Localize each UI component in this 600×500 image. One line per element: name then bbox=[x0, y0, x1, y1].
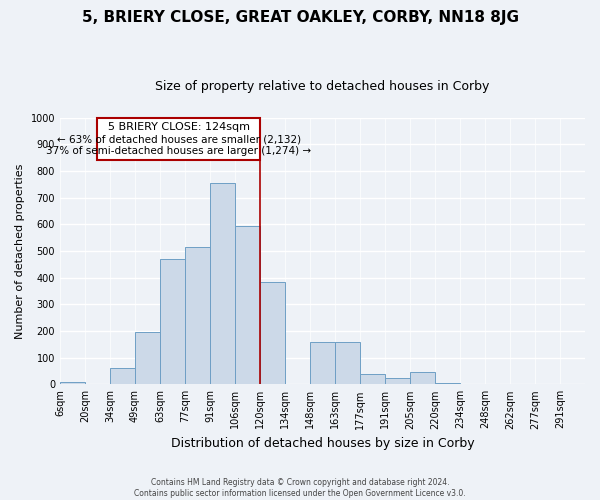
Bar bbox=[385, 378, 410, 384]
X-axis label: Distribution of detached houses by size in Corby: Distribution of detached houses by size … bbox=[170, 437, 474, 450]
Bar bbox=[260, 282, 285, 385]
Text: Contains HM Land Registry data © Crown copyright and database right 2024.
Contai: Contains HM Land Registry data © Crown c… bbox=[134, 478, 466, 498]
Y-axis label: Number of detached properties: Number of detached properties bbox=[15, 164, 25, 338]
Bar bbox=[110, 368, 135, 384]
Bar bbox=[235, 226, 260, 384]
Bar bbox=[310, 342, 335, 384]
Bar bbox=[135, 332, 160, 384]
Bar bbox=[160, 259, 185, 384]
Bar bbox=[335, 342, 360, 384]
Text: 5, BRIERY CLOSE, GREAT OAKLEY, CORBY, NN18 8JG: 5, BRIERY CLOSE, GREAT OAKLEY, CORBY, NN… bbox=[82, 10, 518, 25]
Text: 5 BRIERY CLOSE: 124sqm: 5 BRIERY CLOSE: 124sqm bbox=[107, 122, 250, 132]
Bar bbox=[435, 383, 460, 384]
Bar bbox=[210, 183, 235, 384]
Bar bbox=[60, 382, 85, 384]
FancyBboxPatch shape bbox=[97, 118, 260, 160]
Text: ← 63% of detached houses are smaller (2,132): ← 63% of detached houses are smaller (2,… bbox=[56, 134, 301, 144]
Text: 37% of semi-detached houses are larger (1,274) →: 37% of semi-detached houses are larger (… bbox=[46, 146, 311, 156]
Bar bbox=[410, 372, 435, 384]
Bar bbox=[360, 374, 385, 384]
Bar bbox=[185, 247, 210, 384]
Title: Size of property relative to detached houses in Corby: Size of property relative to detached ho… bbox=[155, 80, 490, 93]
